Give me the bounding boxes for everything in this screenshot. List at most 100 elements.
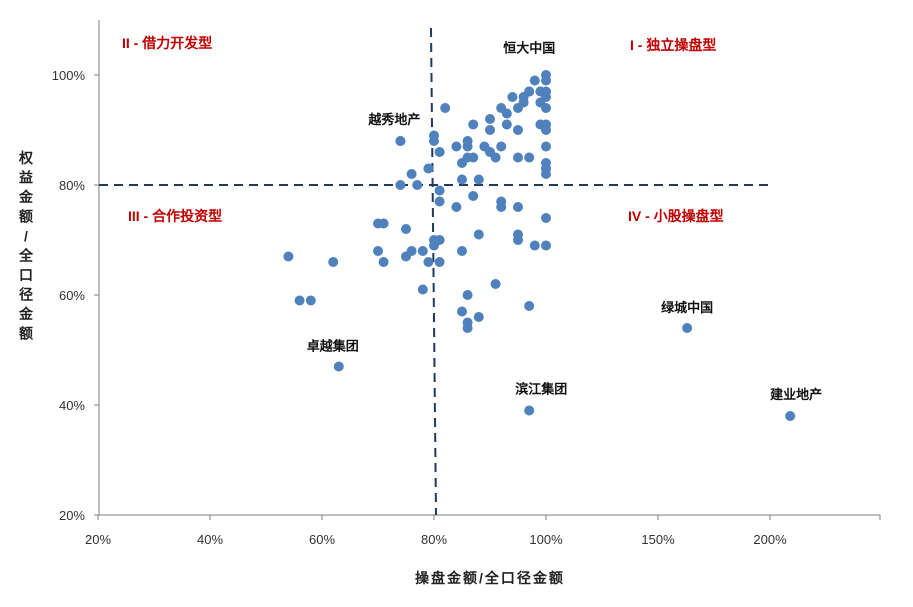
labeled-data-point <box>524 86 535 97</box>
data-point <box>434 185 445 196</box>
data-point <box>473 229 484 240</box>
data-point <box>451 141 462 152</box>
data-point <box>440 103 451 113</box>
data-point <box>373 246 383 256</box>
data-point <box>541 169 551 179</box>
data-point <box>378 218 389 229</box>
data-point <box>462 323 473 333</box>
quadrant-label: II - 借力开发型 <box>122 35 212 51</box>
data-point <box>496 141 507 152</box>
labeled-data-point <box>682 323 693 333</box>
data-point <box>434 196 445 207</box>
data-point <box>485 114 495 124</box>
quadrant-label: IV - 小股操盘型 <box>628 208 724 224</box>
data-point <box>305 295 316 306</box>
y-tick-label: 100% <box>52 68 86 83</box>
data-point <box>401 251 411 262</box>
data-point <box>513 103 523 113</box>
data-point <box>457 158 467 168</box>
labeled-data-point <box>333 361 344 372</box>
data-point <box>423 257 434 267</box>
labeled-data-point <box>785 411 796 421</box>
data-point <box>541 125 551 135</box>
data-point <box>417 246 428 256</box>
data-point <box>462 141 473 152</box>
data-point <box>378 257 389 267</box>
x-tick-label: 20% <box>85 532 111 547</box>
data-point <box>541 213 551 223</box>
data-point <box>457 246 467 256</box>
data-point <box>524 301 535 311</box>
point-label: 建业地产 <box>770 387 822 402</box>
y-tick-label: 60% <box>59 288 85 303</box>
data-point <box>328 257 339 267</box>
data-point <box>468 191 479 201</box>
labeled-data-point <box>395 136 406 146</box>
data-point <box>429 240 439 251</box>
data-point <box>529 240 540 251</box>
data-point <box>473 312 484 322</box>
data-point <box>451 202 462 212</box>
data-point <box>473 174 484 185</box>
y-tick-label: 40% <box>59 398 85 413</box>
data-point <box>283 251 294 262</box>
data-point <box>501 119 512 130</box>
data-point <box>417 284 428 295</box>
quadrant-label: I - 独立操盘型 <box>630 37 716 53</box>
data-point <box>423 163 434 174</box>
threshold-line-vertical <box>430 27 437 516</box>
data-point <box>412 180 423 190</box>
data-point <box>434 147 445 157</box>
x-tick-label: 60% <box>309 532 335 547</box>
x-axis-ticks: 20% 40% 60% 80% 100% 150% 200% <box>85 515 881 547</box>
data-point <box>496 202 507 212</box>
data-point <box>395 180 406 190</box>
x-tick-label: 200% <box>753 532 787 547</box>
data-point <box>406 169 417 179</box>
point-label: 卓越集团 <box>307 339 359 354</box>
data-point <box>513 235 523 245</box>
data-point <box>468 152 479 163</box>
x-tick-label: 100% <box>529 532 563 547</box>
data-point <box>541 141 551 152</box>
data-point <box>490 279 501 289</box>
y-tick-label: 20% <box>59 508 85 523</box>
y-axis-title: 权益金额/全口径金额 <box>18 150 35 342</box>
data-point <box>524 152 535 163</box>
data-point <box>513 125 523 135</box>
data-point <box>457 174 467 185</box>
data-points <box>283 70 796 421</box>
x-tick-label: 80% <box>421 532 447 547</box>
y-axis-ticks: 20% 40% 60% 80% 100% <box>52 68 99 523</box>
x-tick-label: 150% <box>641 532 675 547</box>
data-point <box>541 240 551 251</box>
data-point <box>434 257 445 267</box>
data-point <box>513 152 523 163</box>
data-point <box>529 75 540 86</box>
data-point <box>541 103 551 113</box>
y-tick-label: 80% <box>59 178 85 193</box>
x-axis-title: 操盘金额/全口径金额 <box>415 570 565 586</box>
point-label: 绿城中国 <box>661 300 713 315</box>
data-point <box>501 108 512 119</box>
data-point <box>429 136 439 146</box>
data-point <box>294 295 305 306</box>
labeled-data-point <box>524 405 535 416</box>
point-label: 滨江集团 <box>515 382 567 397</box>
data-point <box>513 202 523 212</box>
point-label: 越秀地产 <box>367 112 420 127</box>
data-point <box>485 125 495 135</box>
x-tick-label: 40% <box>197 532 223 547</box>
data-point <box>457 306 467 317</box>
data-point <box>462 290 473 300</box>
quadrant-label: III - 合作投资型 <box>128 208 222 224</box>
quadrant-labels: II - 借力开发型 I - 独立操盘型 III - 合作投资型 IV - 小股操盘型 <box>122 35 724 224</box>
data-point <box>401 224 411 234</box>
data-point <box>507 92 518 102</box>
axes <box>98 20 880 516</box>
data-point <box>490 152 501 163</box>
point-label: 恒大中国 <box>503 41 555 56</box>
data-point <box>468 119 479 130</box>
